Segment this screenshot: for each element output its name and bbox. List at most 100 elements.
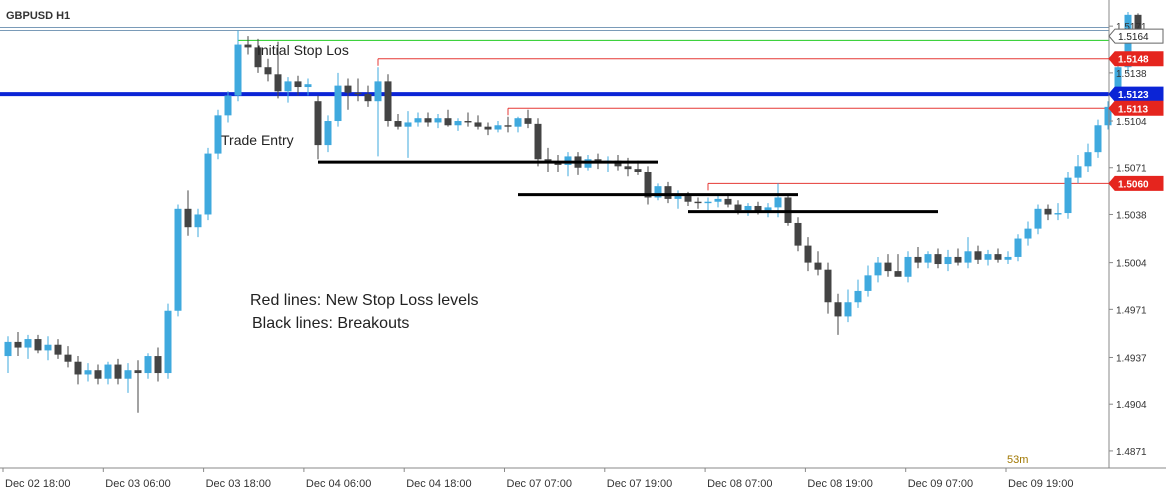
price-tag-bg	[1108, 175, 1164, 191]
candle-body	[404, 122, 412, 127]
candle-body	[24, 339, 32, 348]
candle-body	[654, 186, 662, 198]
candle-body	[634, 169, 642, 172]
candle-body	[924, 254, 932, 263]
candle-body	[254, 47, 262, 68]
candle-body	[624, 166, 632, 170]
price-tag-label: 1.5113	[1118, 104, 1148, 115]
candle-body	[664, 186, 672, 199]
candle-body	[394, 121, 402, 127]
y-tick-label: 1.5071	[1116, 164, 1147, 175]
candle-body	[354, 92, 362, 95]
candle-body	[834, 302, 842, 317]
candle-body	[494, 125, 502, 130]
price-tag-bg	[1108, 51, 1164, 67]
candle-body	[914, 256, 922, 263]
x-tick-label: Dec 09 07:00	[908, 478, 973, 490]
candle-body	[1024, 228, 1032, 239]
candle-body	[194, 214, 202, 228]
candle-body	[264, 67, 272, 75]
candle-body	[164, 310, 172, 374]
candle-body	[484, 126, 492, 130]
candle-body	[84, 370, 92, 375]
candle-body	[224, 95, 232, 116]
candle-body	[754, 205, 762, 212]
candle-body	[154, 356, 162, 374]
x-tick-label: Dec 03 06:00	[105, 478, 170, 490]
candle-body	[764, 207, 772, 212]
y-tick-label: 1.4871	[1116, 447, 1147, 458]
candle-body	[204, 153, 212, 215]
candle-body	[694, 201, 702, 204]
x-tick-label: Dec 09 19:00	[1008, 478, 1073, 490]
candle-body	[274, 74, 282, 92]
bar-countdown: 53m	[1007, 454, 1028, 466]
candle-body	[124, 370, 132, 379]
candle-body	[994, 254, 1002, 260]
candle-body	[344, 85, 352, 93]
candle-body	[1104, 106, 1112, 126]
candle-body	[54, 344, 62, 355]
symbol-label: GBPUSD H1	[6, 10, 70, 22]
candle-body	[74, 361, 82, 375]
candle-body	[374, 81, 382, 102]
price-axis: 1.5171 1.5138 1.5104 1.5071 1.5038 1.5004 1.49…	[1109, 22, 1147, 458]
candle-body	[744, 205, 752, 211]
price-tag-label: 1.5148	[1118, 55, 1149, 66]
candle-body	[1084, 152, 1092, 167]
candle-body	[134, 370, 142, 374]
price-tag-label: 1.5060	[1118, 179, 1149, 190]
candle-body	[814, 262, 822, 270]
candle-body	[444, 118, 452, 126]
y-tick-label: 1.5104	[1116, 117, 1147, 128]
price-tag-label: 1.5123	[1118, 90, 1149, 101]
candle-body	[64, 354, 72, 362]
candle-body	[644, 171, 652, 198]
candle-body	[324, 121, 332, 146]
price-tag-bg	[1108, 86, 1164, 102]
x-tick-label: Dec 03 18:00	[206, 478, 271, 490]
candle-body	[554, 163, 562, 165]
initial-stop-annotation: Initial Stop Los	[257, 42, 349, 58]
candle-body	[424, 118, 432, 123]
candle-body	[864, 275, 872, 291]
candle-body	[44, 344, 52, 351]
candle-body	[854, 290, 862, 303]
y-tick-label: 1.5038	[1116, 210, 1147, 221]
candle-body	[724, 198, 732, 205]
candle-body	[384, 81, 392, 122]
y-tick-label: 1.5138	[1116, 69, 1147, 80]
price-tag-bg	[1108, 100, 1164, 116]
candle-body	[104, 364, 112, 379]
candle-body	[874, 262, 882, 276]
candle-body	[1044, 208, 1052, 215]
candle-body	[94, 370, 102, 379]
candle-body	[714, 198, 722, 202]
candle-body	[794, 222, 802, 246]
price-tag-bg	[1108, 28, 1164, 44]
candle-body	[174, 208, 182, 311]
candle-body	[1014, 238, 1022, 257]
candle-body	[934, 254, 942, 265]
legend-red-text: Red lines: New Stop Loss levels	[250, 292, 479, 309]
candle-body	[1054, 213, 1062, 215]
candle-body	[34, 339, 42, 351]
time-axis: Dec 02 18:00 Dec 03 06:00 Dec 03 18:00 Dec …	[2, 468, 1073, 490]
candle-body	[894, 271, 902, 277]
candle-body	[304, 84, 312, 88]
candle-body	[434, 118, 442, 123]
candle-body	[504, 125, 512, 127]
x-tick-label: Dec 07 07:00	[507, 478, 572, 490]
candle-body	[774, 197, 782, 208]
candle-body	[964, 251, 972, 263]
candle-body	[524, 118, 532, 124]
price-tag-label: 1.5164	[1118, 32, 1149, 43]
candle-body	[704, 201, 712, 204]
x-tick-label: Dec 08 19:00	[807, 478, 872, 490]
candle-body	[314, 101, 322, 146]
candle-body	[534, 123, 542, 160]
candle-body	[4, 341, 12, 357]
candle-body	[184, 208, 192, 228]
trade-entry-annotation: Trade Entry	[221, 132, 294, 148]
